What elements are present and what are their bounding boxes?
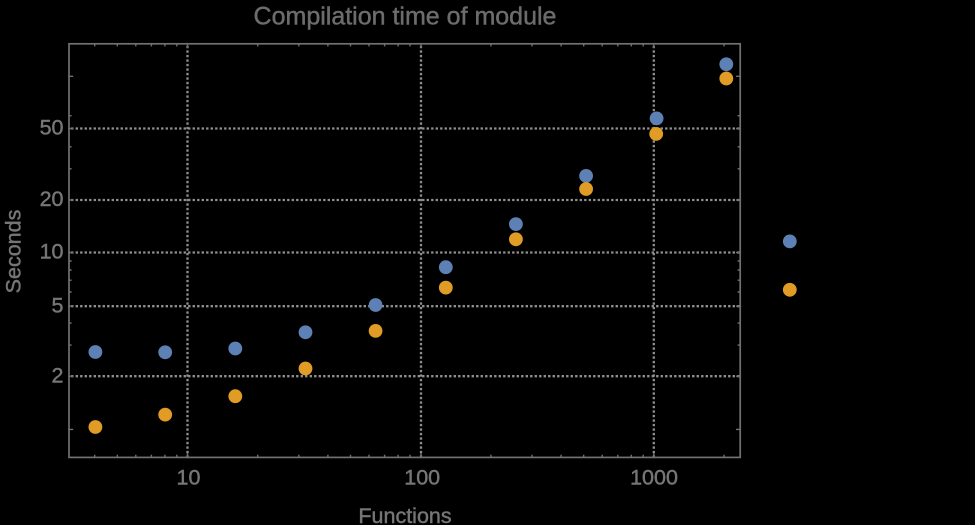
svg-text:Seconds: Seconds bbox=[2, 210, 26, 294]
svg-text:10: 10 bbox=[40, 240, 64, 264]
svg-text:2: 2 bbox=[52, 363, 64, 387]
svg-text:100: 100 bbox=[404, 465, 440, 489]
svg-text:20: 20 bbox=[40, 187, 64, 211]
svg-text:Functions: Functions bbox=[358, 504, 451, 525]
svg-text:1000: 1000 bbox=[630, 465, 678, 489]
svg-text:10: 10 bbox=[177, 465, 201, 489]
svg-text:5: 5 bbox=[52, 293, 64, 317]
svg-text:50: 50 bbox=[40, 116, 64, 140]
svg-text:Compilation time of module: Compilation time of module bbox=[254, 3, 557, 31]
